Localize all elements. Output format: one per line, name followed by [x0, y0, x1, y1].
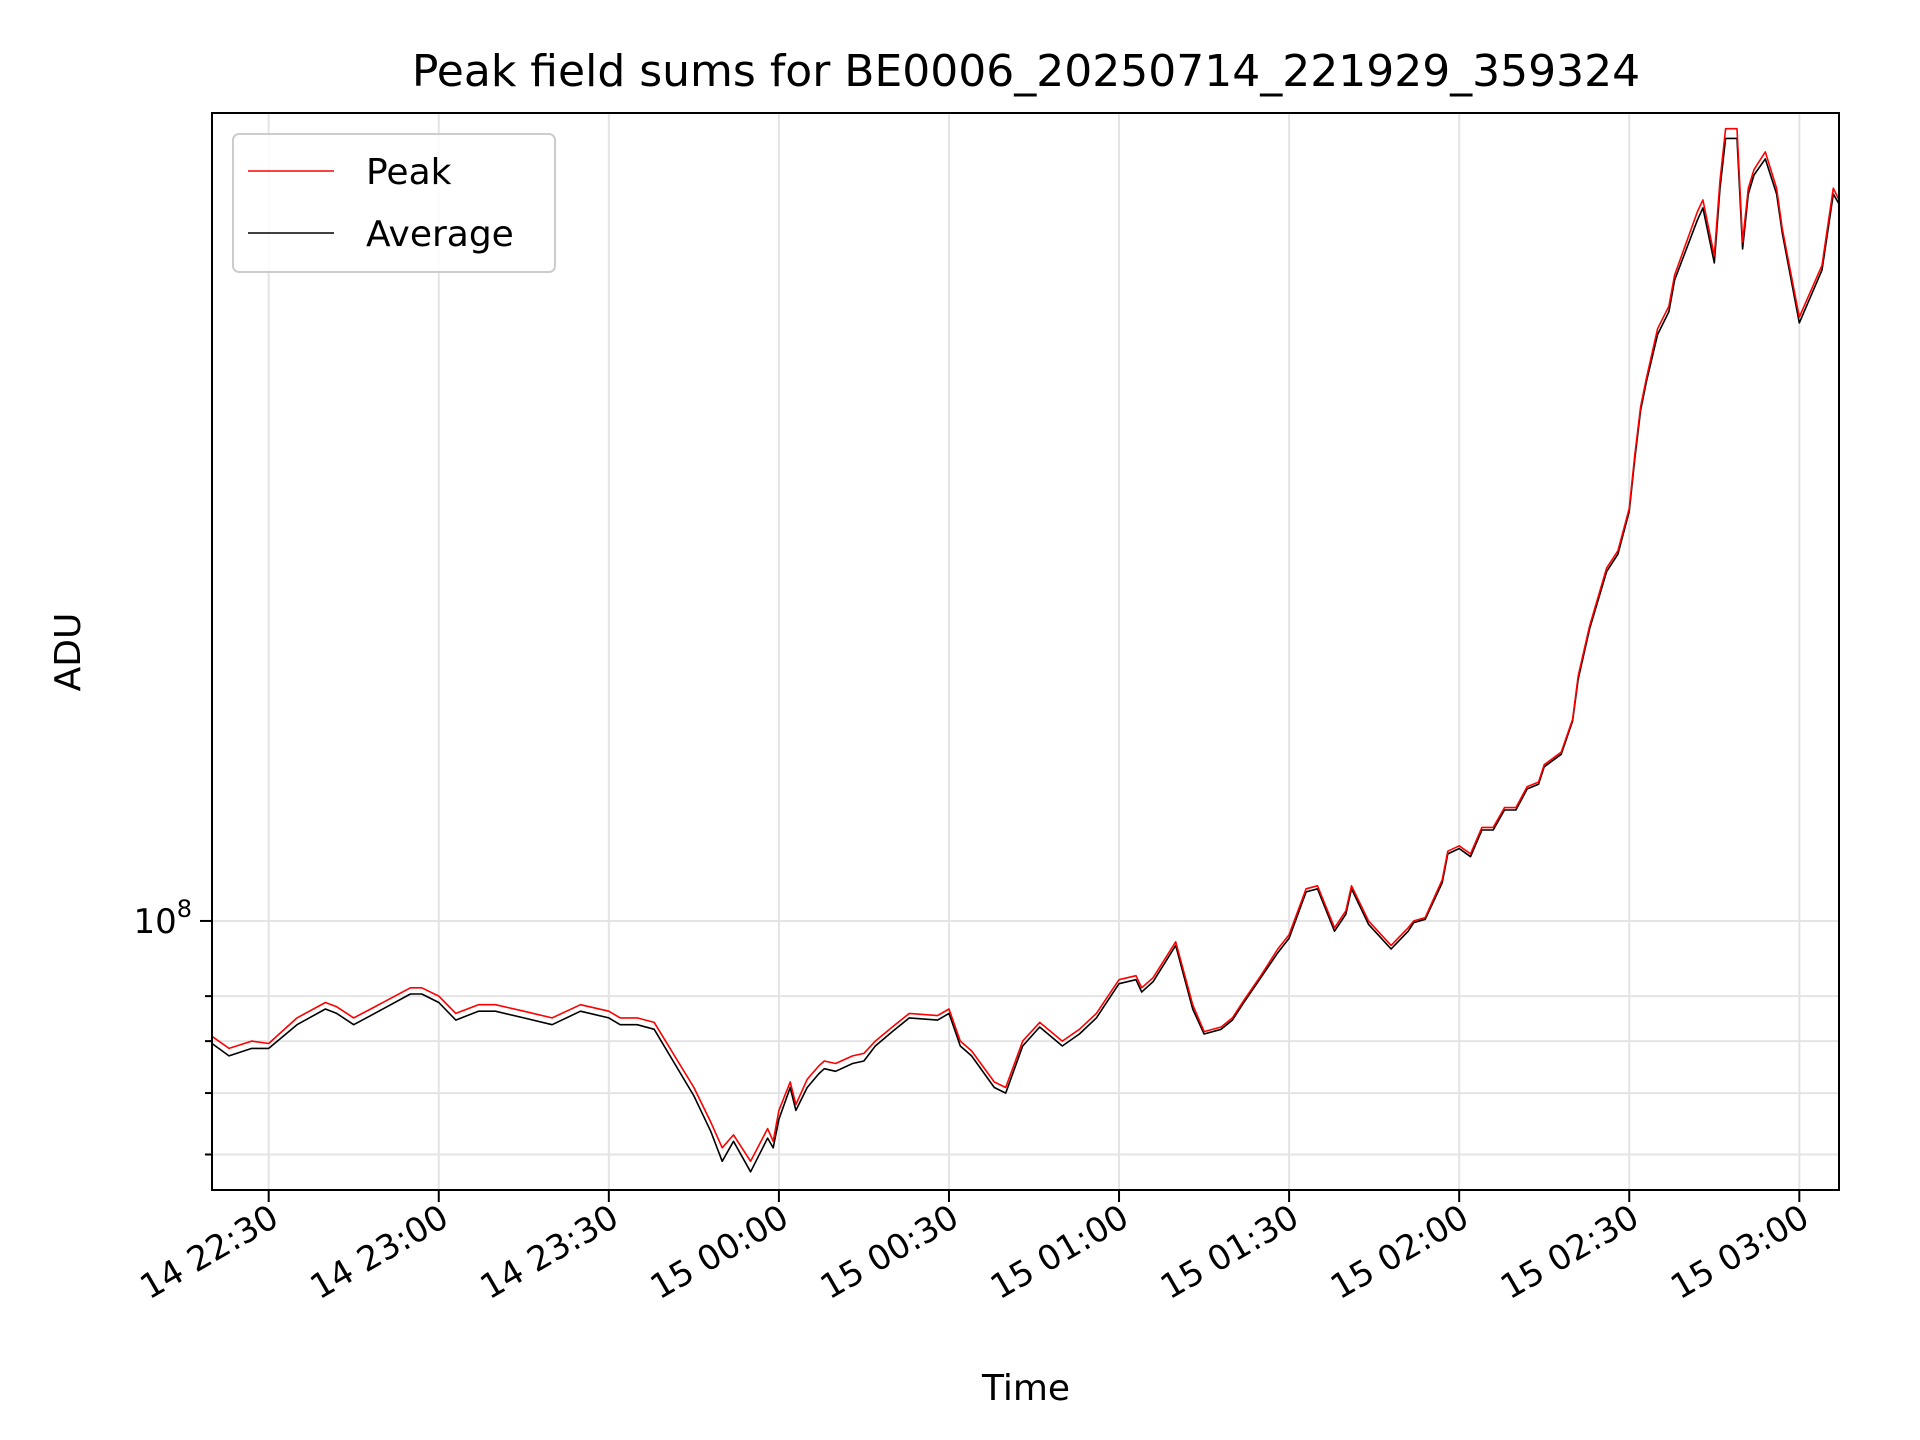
- chart-title: Peak field sums for BE0006_20250714_2219…: [412, 46, 1640, 97]
- legend-peak-label: Peak: [366, 152, 452, 193]
- grid-layer: [212, 113, 1839, 1190]
- legend-box: [232, 133, 556, 273]
- series-layer: [211, 127, 1840, 1173]
- plot-frame: [211, 112, 1840, 1191]
- y-axis-label: ADU: [48, 613, 89, 692]
- legend-average-label: Average: [366, 214, 514, 255]
- x-axis-label: Time: [981, 1368, 1070, 1409]
- y-tick-label: 108: [133, 895, 192, 942]
- series-line-peak: [211, 127, 1840, 1163]
- legend: Peak Average: [232, 133, 556, 273]
